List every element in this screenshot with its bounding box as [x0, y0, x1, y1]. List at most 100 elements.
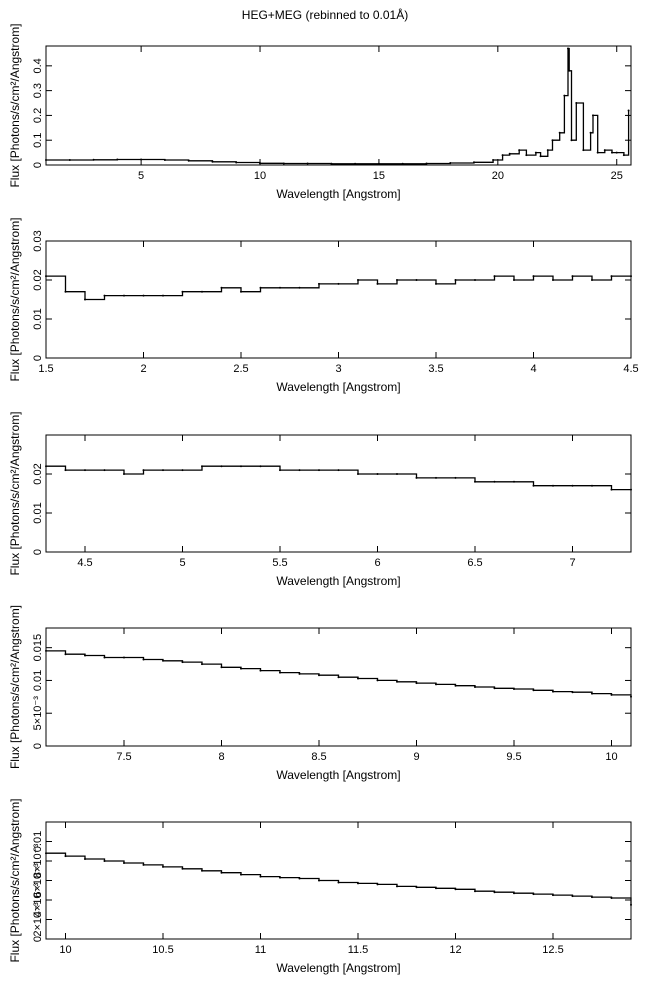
panel-5-point	[64, 855, 67, 858]
panel-4-point	[298, 672, 301, 675]
panel-4-point	[103, 656, 106, 659]
panel-5-xtick-label: 10	[59, 944, 71, 956]
panel-1-point	[627, 109, 630, 112]
panel-3-point	[454, 476, 457, 479]
panel-1-point	[558, 131, 561, 134]
panel-4-point	[162, 659, 164, 662]
panel-5-point	[84, 858, 86, 860]
panel-2-point	[64, 290, 67, 293]
panel-4-point	[396, 680, 398, 683]
panel-5-point	[415, 886, 418, 889]
panel-3-point	[337, 469, 340, 472]
panel-5: 10 10.5 11 11.5 12 12.5 02×10⁻³4×10⁻³6×10⁻³8×1…	[8, 798, 632, 975]
panel-3-point	[123, 473, 125, 475]
panel-2-point	[610, 275, 613, 278]
panel-5-xlabel: Wavelength [Angstrom]	[276, 961, 400, 975]
panel-5-xtick-label: 12	[449, 944, 461, 956]
panel-1-point	[425, 162, 428, 165]
panel-5-point	[298, 877, 301, 880]
panel-3-point	[279, 469, 281, 472]
panel-2-point	[84, 298, 86, 301]
panel-5-point	[162, 865, 164, 868]
panel-2-xtick-label: 3.5	[428, 363, 443, 375]
panel-2-xtick-label: 3	[335, 363, 341, 375]
panel-3-point	[357, 473, 359, 475]
panel-4-ylabel: Flux [Photons/s/cm²/Angstrom]	[8, 605, 22, 769]
panel-4-point	[474, 686, 476, 688]
panel-3-point	[142, 469, 145, 472]
panel-5-ylabel: Flux [Photons/s/cm²/Angstrom]	[8, 798, 22, 962]
panel-1-point	[622, 154, 625, 157]
panel-1-point	[163, 159, 166, 161]
panel-5-point	[240, 873, 242, 876]
panel-5-ytick-label: 6×10⁻³	[32, 863, 44, 898]
panel-1-point	[525, 154, 528, 157]
panel-4-xlabel: Wavelength [Angstrom]	[276, 768, 400, 782]
panel-5-point	[181, 867, 184, 870]
panel-1-xtick-label: 5	[138, 170, 144, 182]
panel-5-point	[142, 863, 145, 866]
panel-2-point	[259, 286, 262, 289]
panel-1-point	[492, 159, 495, 161]
panel-2-ytick-label: 0.02	[32, 269, 44, 290]
panel-2-point	[103, 294, 106, 297]
panel-4-point	[552, 690, 554, 693]
panel-5-ytick-label: 4×10⁻³	[32, 883, 44, 918]
panel-1-point	[354, 162, 357, 165]
panel-4-xtick-label: 9.5	[506, 751, 521, 763]
panel-1-xtick-label: 25	[611, 170, 623, 182]
panel-5-point	[630, 903, 632, 906]
panel-2-point	[142, 294, 145, 297]
panel-4-point	[84, 654, 86, 657]
panel-5-point	[610, 897, 613, 899]
panel-3-point	[552, 484, 554, 487]
panel-4-ytick-label: 0	[32, 743, 44, 749]
panel-1-point	[615, 151, 618, 154]
panel-2-ytick-label: 0.01	[32, 308, 44, 329]
panel-2-point	[454, 279, 457, 281]
panel-2-point	[513, 279, 515, 281]
panel-4-xtick-label: 8	[218, 751, 224, 763]
panel-5-point	[435, 887, 437, 890]
panel-4-point	[415, 682, 418, 685]
panel-5-xtick-label: 10.5	[152, 944, 173, 956]
panel-2-point	[357, 279, 359, 281]
panel-5-ytick-label: 8×10⁻³	[32, 844, 44, 879]
panel-2-frame	[45, 240, 632, 359]
panel-2-point	[591, 279, 593, 281]
panel-4-ytick-label: 0.015	[32, 634, 44, 662]
panel-4-point	[220, 666, 223, 669]
panel-1-point	[68, 159, 71, 161]
panel-5-point	[474, 890, 476, 893]
panel-4-point	[532, 689, 535, 692]
panel-1-point	[282, 162, 285, 165]
panel-5-point	[259, 875, 262, 878]
panel-2-point	[318, 282, 320, 285]
panel-4-point	[337, 676, 340, 679]
panel-3-ytick-label: 0.01	[32, 502, 44, 523]
panel-2: 1.5 2 2.5 3 3.5 4 4.5 0 0.01 0.02 0.03 Wavelength […	[8, 217, 639, 394]
panel-5-point	[318, 879, 320, 882]
panel-2-point	[552, 279, 554, 281]
panel-1-point	[592, 114, 594, 117]
panel-4-point	[181, 661, 184, 664]
panel-5-point	[376, 883, 379, 886]
panel-3-point	[259, 465, 262, 468]
panel-4-point	[201, 663, 203, 666]
panel-2-point	[532, 275, 535, 278]
panel-2-ytick-label: 0	[32, 355, 44, 361]
panel-4-point	[357, 677, 359, 680]
panel-1-point	[45, 159, 47, 161]
panel-5-ytick-label: 0	[32, 936, 44, 942]
panel-2-point	[181, 290, 184, 293]
panel-4-point	[259, 669, 262, 672]
panel-2-point	[201, 290, 203, 293]
panel-1-point	[401, 162, 404, 165]
panel-5-point	[454, 888, 457, 891]
panel-1-series-1	[46, 47, 630, 165]
panel-3-xtick-label: 6.5	[467, 557, 482, 569]
panel-4-point	[513, 688, 515, 690]
panel-3-point	[181, 469, 184, 472]
panel-1-xtick-label: 10	[254, 170, 266, 182]
panel-1-point	[211, 160, 214, 163]
